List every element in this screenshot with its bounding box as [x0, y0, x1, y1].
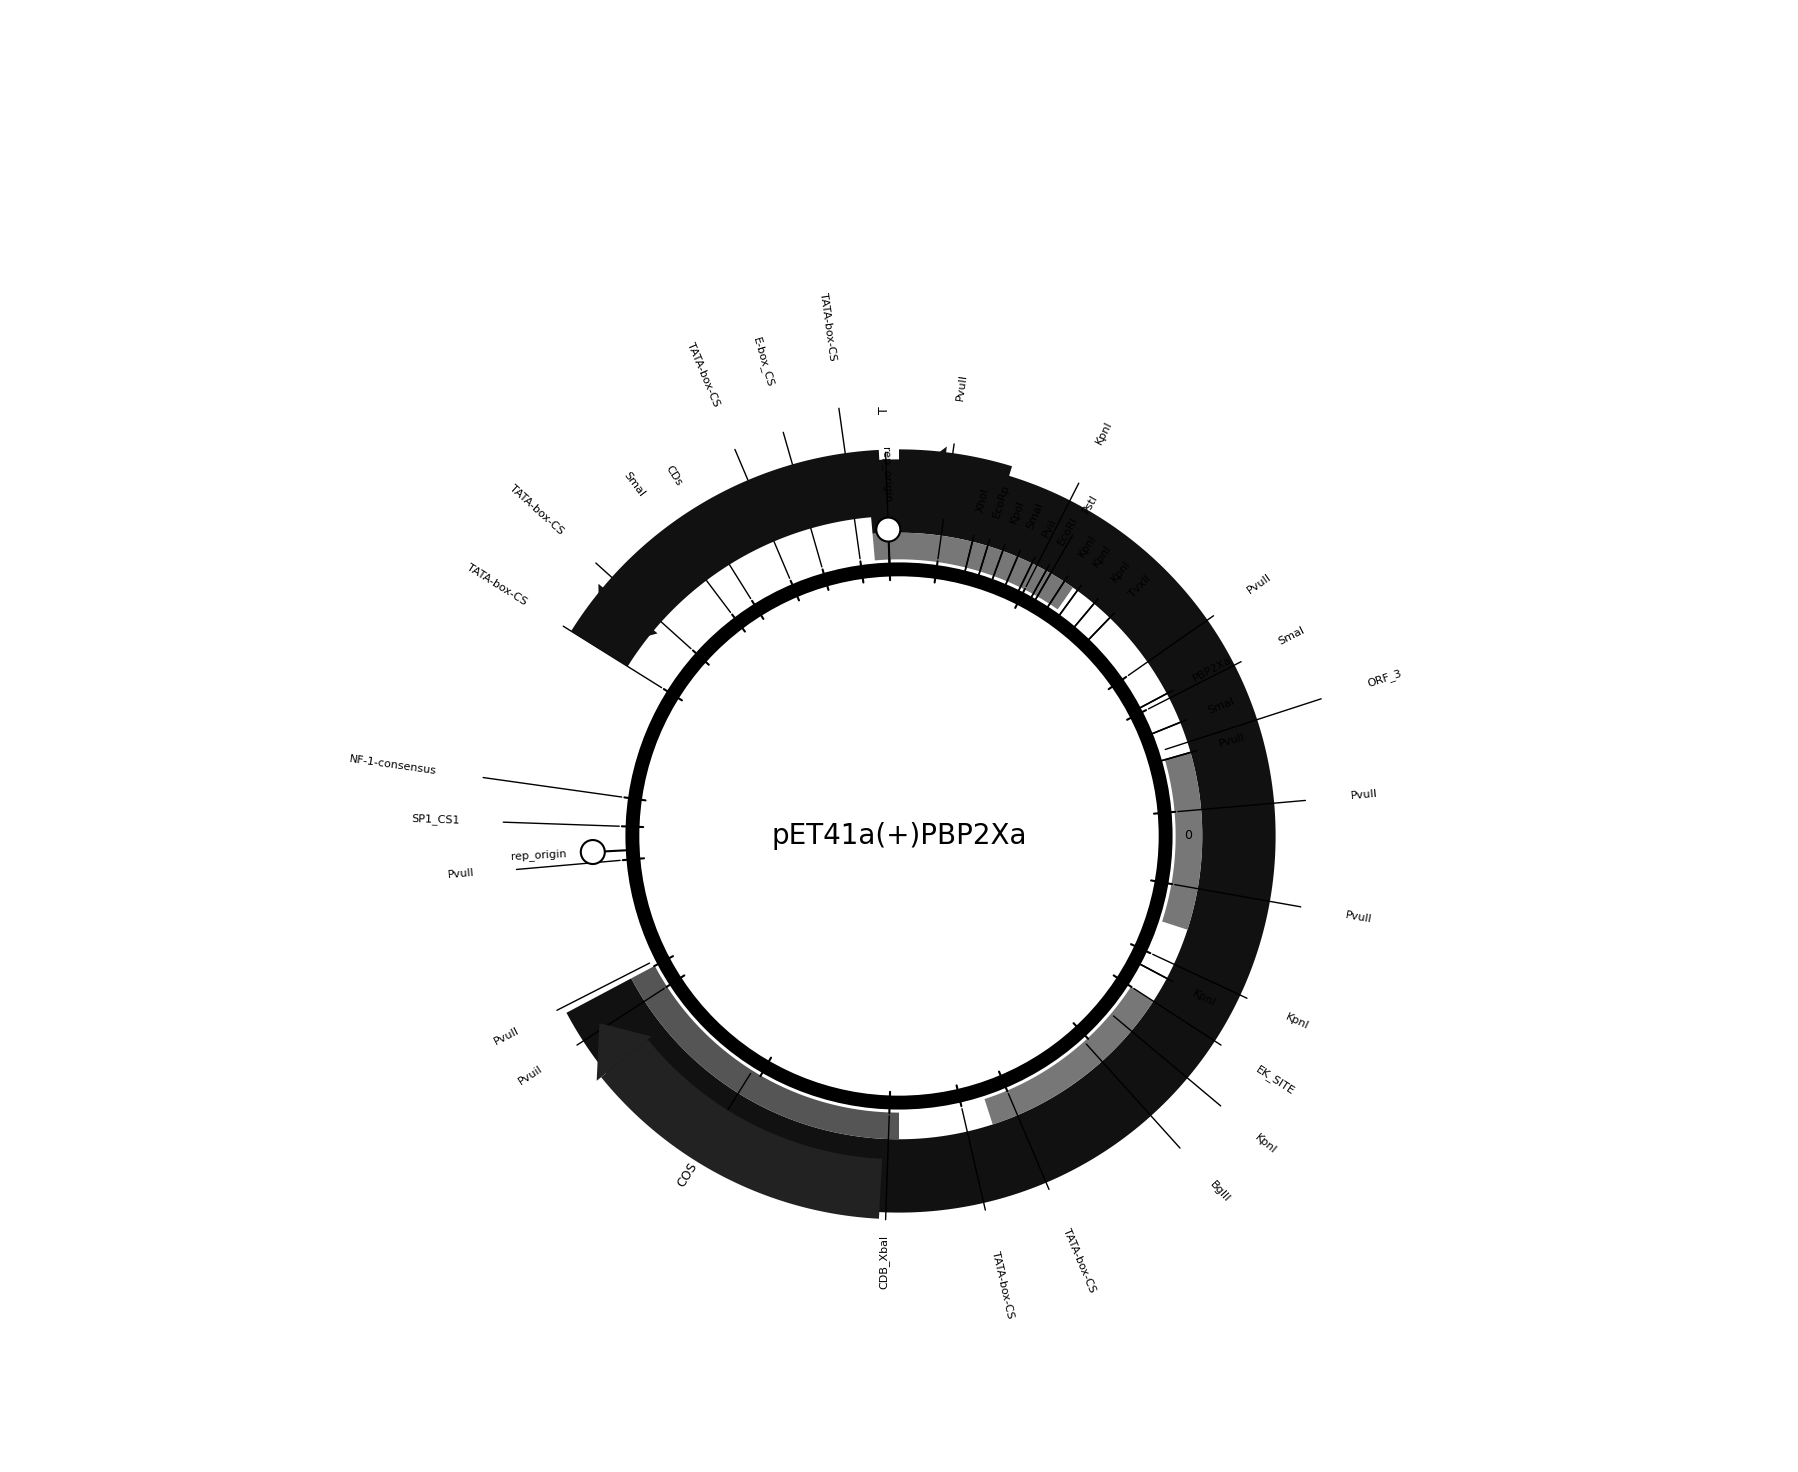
- Text: KpnI: KpnI: [1077, 533, 1099, 559]
- Polygon shape: [566, 459, 1275, 1213]
- Text: EcoRp: EcoRp: [992, 483, 1010, 518]
- Text: EK_SITE: EK_SITE: [1253, 1064, 1296, 1097]
- Text: Pvull: Pvull: [448, 868, 475, 880]
- Text: SP1_CS1: SP1_CS1: [410, 814, 460, 826]
- Text: NF-1-consensus: NF-1-consensus: [349, 754, 437, 776]
- Text: Pvull: Pvull: [1345, 910, 1372, 924]
- Circle shape: [581, 841, 604, 864]
- Text: PvuII: PvuII: [493, 1025, 521, 1047]
- Text: PvuII: PvuII: [1350, 789, 1377, 801]
- Text: EcoRI: EcoRI: [1055, 515, 1081, 548]
- Text: pET41a(+)PBP2Xa: pET41a(+)PBP2Xa: [771, 821, 1027, 849]
- Text: Kpnl: Kpnl: [1253, 1132, 1278, 1156]
- Polygon shape: [601, 1039, 883, 1219]
- Text: ORF_3: ORF_3: [1366, 667, 1404, 689]
- Text: SmaI: SmaI: [1277, 626, 1307, 646]
- Polygon shape: [572, 450, 883, 667]
- Text: TATA-box-CS: TATA-box-CS: [818, 291, 838, 362]
- Text: XhoI: XhoI: [975, 487, 991, 514]
- Polygon shape: [872, 533, 1073, 609]
- Polygon shape: [899, 449, 1012, 530]
- Text: TATA-box-CS: TATA-box-CS: [991, 1251, 1016, 1320]
- Text: E-box_CS: E-box_CS: [752, 337, 775, 389]
- Text: COS: COS: [674, 1160, 699, 1189]
- Text: rep_origin: rep_origin: [511, 848, 566, 861]
- Text: Pvuil: Pvuil: [516, 1064, 545, 1088]
- Text: TATA-box-CS: TATA-box-CS: [685, 342, 721, 408]
- Text: SmaI: SmaI: [1206, 696, 1235, 715]
- Text: Pvii: Pvii: [1041, 517, 1059, 539]
- Text: Kpnl: Kpnl: [1190, 988, 1217, 1008]
- Text: CDs: CDs: [663, 464, 685, 489]
- Text: Tvxll: Tvxll: [1127, 574, 1153, 599]
- Text: T: T: [877, 406, 890, 414]
- Text: PvuII: PvuII: [1246, 571, 1273, 595]
- Polygon shape: [899, 446, 948, 523]
- Polygon shape: [631, 966, 899, 1139]
- Polygon shape: [1162, 752, 1203, 930]
- Text: Kpnl: Kpnl: [1284, 1011, 1311, 1032]
- Polygon shape: [985, 986, 1153, 1125]
- Polygon shape: [599, 584, 658, 649]
- Text: TATA-box-CS: TATA-box-CS: [466, 562, 529, 606]
- Text: SmaI: SmaI: [622, 470, 645, 499]
- Text: KpnI: KpnI: [1095, 420, 1115, 446]
- Circle shape: [876, 518, 901, 542]
- Text: KpoI: KpoI: [1009, 499, 1027, 524]
- Text: TATA-box-CS: TATA-box-CS: [507, 483, 566, 536]
- Text: TATA-box-CS: TATA-box-CS: [1061, 1226, 1097, 1294]
- Text: Pvull: Pvull: [1217, 732, 1246, 749]
- Polygon shape: [597, 1023, 651, 1080]
- Text: PstI: PstI: [1081, 493, 1100, 515]
- Text: 0: 0: [1185, 830, 1192, 842]
- Text: PBP2Xa: PBP2Xa: [1190, 655, 1233, 684]
- Text: SmaI: SmaI: [1025, 502, 1045, 531]
- Text: KpnI: KpnI: [1091, 543, 1113, 570]
- Text: BgIII: BgIII: [1208, 1179, 1232, 1204]
- Text: PvuII: PvuII: [955, 372, 969, 400]
- Text: CDB_Xbal: CDB_Xbal: [879, 1235, 890, 1289]
- Text: rep_origin: rep_origin: [879, 447, 894, 503]
- Text: Kpnl: Kpnl: [1109, 559, 1133, 584]
